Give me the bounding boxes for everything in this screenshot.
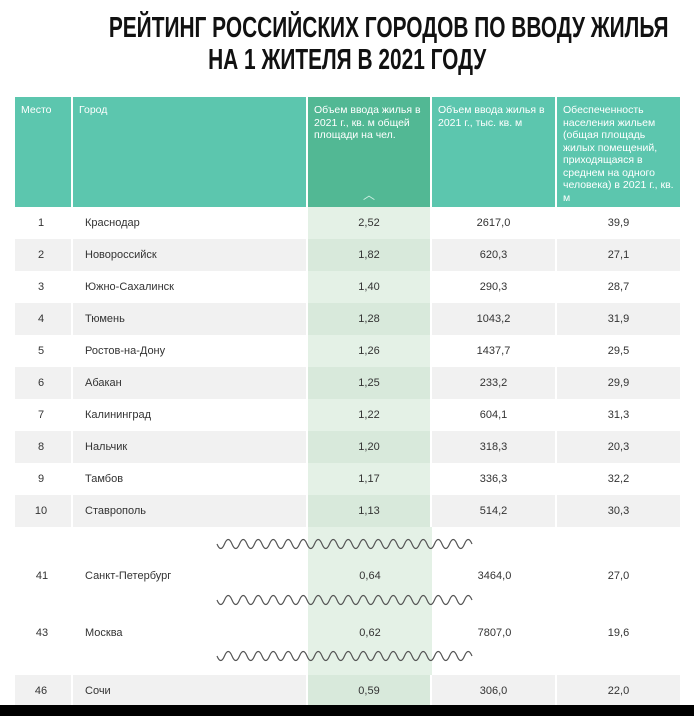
cell-provision: 22,0 (607, 685, 630, 697)
cell-city: Тамбов (73, 463, 308, 495)
cell-total: 1437,7 (432, 335, 557, 367)
header-total-volume[interactable]: Объем ввода жилья в 2021 г., тыс. кв. м (432, 97, 557, 207)
cell-per-capita: 1,26 (308, 335, 432, 367)
cell-city: Абакан (73, 367, 308, 399)
cell-city: Южно-Сахалинск (73, 271, 308, 303)
header-per-capita[interactable]: Объем ввода жилья в 2021 г., кв. м общей… (308, 97, 432, 207)
cell-total: 620,3 (432, 239, 557, 271)
cell-place: 10 (15, 495, 73, 527)
cell-provision: 19,6 (607, 627, 630, 639)
wave-divider-icon (216, 650, 473, 662)
cell-place: 9 (15, 463, 73, 495)
header-city[interactable]: Город (73, 97, 308, 207)
cell-place: 7 (15, 399, 73, 431)
cell-city: Сочи (73, 675, 308, 707)
table-row: 5 Ростов-на-Дону 1,26 1437,7 29,5 (15, 335, 680, 367)
header-housing-provision[interactable]: Обеспеченность населения жильем (общая п… (557, 97, 680, 207)
table-row: 46 Сочи 0,59 306,0 22,0 (15, 675, 680, 707)
wave-divider-icon (216, 538, 473, 550)
cell-total: 3464,0 (477, 570, 512, 582)
wave-divider-icon (216, 594, 473, 606)
cell-place: 3 (15, 271, 73, 303)
cell-provision: 30,3 (607, 505, 630, 517)
title-line-1: РЕЙТИНГ РОССИЙСКИХ ГОРОДОВ ПО ВВОДУ ЖИЛЬ… (108, 12, 669, 44)
header-place[interactable]: Место (15, 97, 73, 207)
cell-total: 7807,0 (477, 627, 512, 639)
cell-per-capita: 0,59 (308, 675, 432, 707)
cell-provision: 27,1 (607, 249, 630, 261)
table-row: 8 Нальчик 1,20 318,3 20,3 (15, 431, 680, 463)
chevron-up-icon: ︿ (362, 187, 376, 202)
table-row: 4 Тюмень 1,28 1043,2 31,9 (15, 303, 680, 335)
cell-total: 604,1 (432, 399, 557, 431)
gap-section: 41 Санкт-Петербург 0,64 3464,0 27,0 43 М… (15, 527, 680, 675)
cell-per-capita: 1,22 (308, 399, 432, 431)
cell-total: 2617,0 (432, 207, 557, 239)
cell-provision: 39,9 (607, 217, 630, 229)
table-row: 6 Абакан 1,25 233,2 29,9 (15, 367, 680, 399)
cell-total: 514,2 (432, 495, 557, 527)
cell-provision: 31,9 (607, 313, 630, 325)
cell-provision: 27,0 (607, 570, 630, 582)
cell-provision: 20,3 (607, 441, 630, 453)
cell-per-capita: 1,20 (308, 431, 432, 463)
cell-place: 2 (15, 239, 73, 271)
cell-city: Новороссийск (73, 239, 308, 271)
page-title: РЕЙТИНГ РОССИЙСКИХ ГОРОДОВ ПО ВВОДУ ЖИЛЬ… (0, 12, 694, 76)
cell-per-capita: 1,28 (308, 303, 432, 335)
cell-place: 1 (15, 207, 73, 239)
cell-total: 336,3 (432, 463, 557, 495)
cell-provision: 29,5 (607, 345, 630, 357)
cell-per-capita: 1,17 (308, 463, 432, 495)
cell-per-capita: 1,13 (308, 495, 432, 527)
cell-city: Калининград (73, 399, 308, 431)
table-row: 1 Краснодар 2,52 2617,0 39,9 (15, 207, 680, 239)
cell-total: 290,3 (432, 271, 557, 303)
cell-place: 43 (35, 627, 49, 639)
table-row: 43 Москва 0,62 7807,0 19,6 (15, 617, 680, 649)
header-per-capita-label: Объем ввода жилья в 2021 г., кв. м общей… (314, 104, 421, 141)
title-line-2: НА 1 ЖИТЕЛЯ В 2021 ГОДУ (207, 44, 487, 76)
cell-place: 8 (15, 431, 73, 463)
table-row: 41 Санкт-Петербург 0,64 3464,0 27,0 (15, 560, 680, 592)
table-header: Место Город Объем ввода жилья в 2021 г.,… (15, 97, 680, 207)
cell-per-capita: 0,64 (359, 570, 381, 582)
cell-provision: 28,7 (607, 281, 630, 293)
cell-city: Нальчик (73, 431, 308, 463)
cell-total: 306,0 (432, 675, 557, 707)
cell-place: 5 (15, 335, 73, 367)
cell-provision: 32,2 (607, 473, 630, 485)
table-row: 10 Ставрополь 1,13 514,2 30,3 (15, 495, 680, 527)
cell-per-capita: 2,52 (308, 207, 432, 239)
cell-city: Ставрополь (73, 495, 308, 527)
cell-per-capita: 1,82 (308, 239, 432, 271)
table-row: 7 Калининград 1,22 604,1 31,3 (15, 399, 680, 431)
cell-provision: 29,9 (607, 377, 630, 389)
bottom-bar (0, 705, 694, 716)
cell-total: 233,2 (432, 367, 557, 399)
table-row: 9 Тамбов 1,17 336,3 32,2 (15, 463, 680, 495)
ranking-table: Место Город Объем ввода жилья в 2021 г.,… (15, 97, 680, 707)
cell-place: 46 (15, 675, 73, 707)
cell-per-capita: 1,40 (308, 271, 432, 303)
cell-total: 318,3 (432, 431, 557, 463)
cell-city: Москва (85, 627, 123, 639)
cell-per-capita: 1,25 (308, 367, 432, 399)
table-row: 3 Южно-Сахалинск 1,40 290,3 28,7 (15, 271, 680, 303)
cell-place: 6 (15, 367, 73, 399)
cell-provision: 31,3 (607, 409, 630, 421)
cell-city: Тюмень (73, 303, 308, 335)
cell-city: Ростов-на-Дону (73, 335, 308, 367)
table-row: 2 Новороссийск 1,82 620,3 27,1 (15, 239, 680, 271)
cell-city: Санкт-Петербург (85, 570, 172, 582)
cell-per-capita: 0,62 (359, 627, 381, 639)
cell-city: Краснодар (73, 207, 308, 239)
cell-total: 1043,2 (432, 303, 557, 335)
cell-place: 4 (15, 303, 73, 335)
cell-place: 41 (35, 570, 49, 582)
